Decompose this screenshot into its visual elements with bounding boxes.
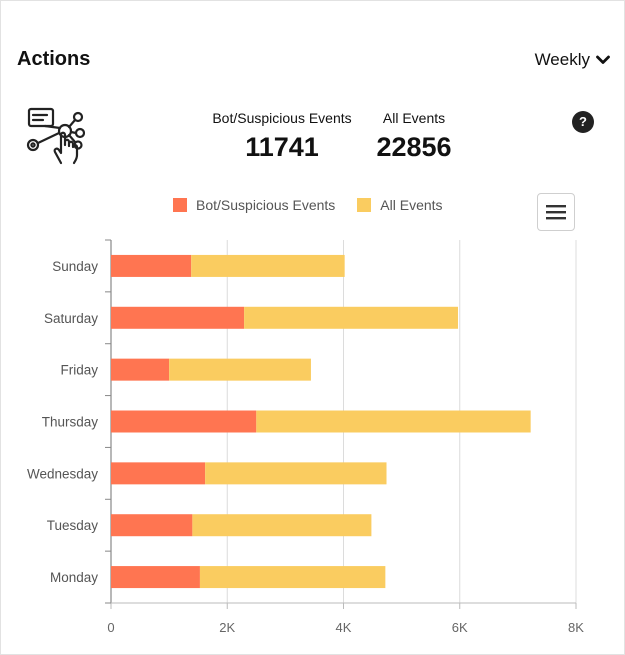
card-title: Actions xyxy=(17,48,91,70)
click-network-icon xyxy=(26,107,85,165)
all-events-bar-wednesday xyxy=(205,462,387,485)
period-dropdown[interactable]: Weekly xyxy=(535,50,610,70)
all-events-value: 22856 xyxy=(376,132,452,162)
legend-label-bot: Bot/Suspicious Events xyxy=(196,197,336,213)
legend-label-all: All Events xyxy=(380,197,443,213)
legend-swatch-bot xyxy=(173,198,187,212)
x-tick-label: 8K xyxy=(568,620,584,635)
all-events-stat: All Events 22856 xyxy=(366,110,462,163)
legend-item-all[interactable]: All Events xyxy=(357,197,443,213)
legend-swatch-all xyxy=(357,198,372,212)
category-label: Friday xyxy=(60,363,98,378)
bot-events-bar-tuesday xyxy=(111,514,193,537)
x-tick-label: 4K xyxy=(336,620,352,635)
chart-legend: Bot/Suspicious Events All Events xyxy=(173,197,443,213)
bot-events-bar-sunday xyxy=(111,254,192,277)
legend-item-bot[interactable]: Bot/Suspicious Events xyxy=(173,197,335,213)
bot-events-bar-monday xyxy=(111,566,200,589)
category-label: Saturday xyxy=(44,311,98,326)
all-events-bar-thursday xyxy=(256,410,531,433)
all-events-bar-friday xyxy=(169,358,311,381)
category-label: Tuesday xyxy=(47,518,99,533)
bot-events-bar-friday xyxy=(111,358,170,381)
x-tick-label: 6K xyxy=(452,620,468,635)
chevron-down-icon xyxy=(596,55,610,64)
bot-events-bar-thursday xyxy=(111,410,257,433)
bot-events-bar-wednesday xyxy=(111,462,206,485)
hamburger-menu-icon xyxy=(546,205,566,220)
period-label: Weekly xyxy=(534,50,590,69)
category-label: Wednesday xyxy=(27,466,98,481)
x-tick-label: 2K xyxy=(219,620,235,635)
all-events-label: All Events xyxy=(382,110,446,126)
all-events-bar-sunday xyxy=(191,254,345,277)
all-events-bar-tuesday xyxy=(192,514,372,537)
category-label: Sunday xyxy=(52,259,98,274)
x-tick-label: 0 xyxy=(107,620,114,635)
bot-events-value: 11741 xyxy=(245,132,319,162)
bot-events-stat: Bot/Suspicious Events 11741 xyxy=(206,110,358,163)
bot-events-bar-saturday xyxy=(111,306,245,329)
chart-menu-button[interactable] xyxy=(537,193,575,231)
all-events-bar-saturday xyxy=(244,306,459,329)
category-label: Thursday xyxy=(42,415,99,430)
question-icon[interactable]: ? xyxy=(572,111,594,133)
all-events-bar-monday xyxy=(199,566,386,589)
category-label: Monday xyxy=(50,570,98,585)
bot-events-label: Bot/Suspicious Events xyxy=(212,110,352,126)
